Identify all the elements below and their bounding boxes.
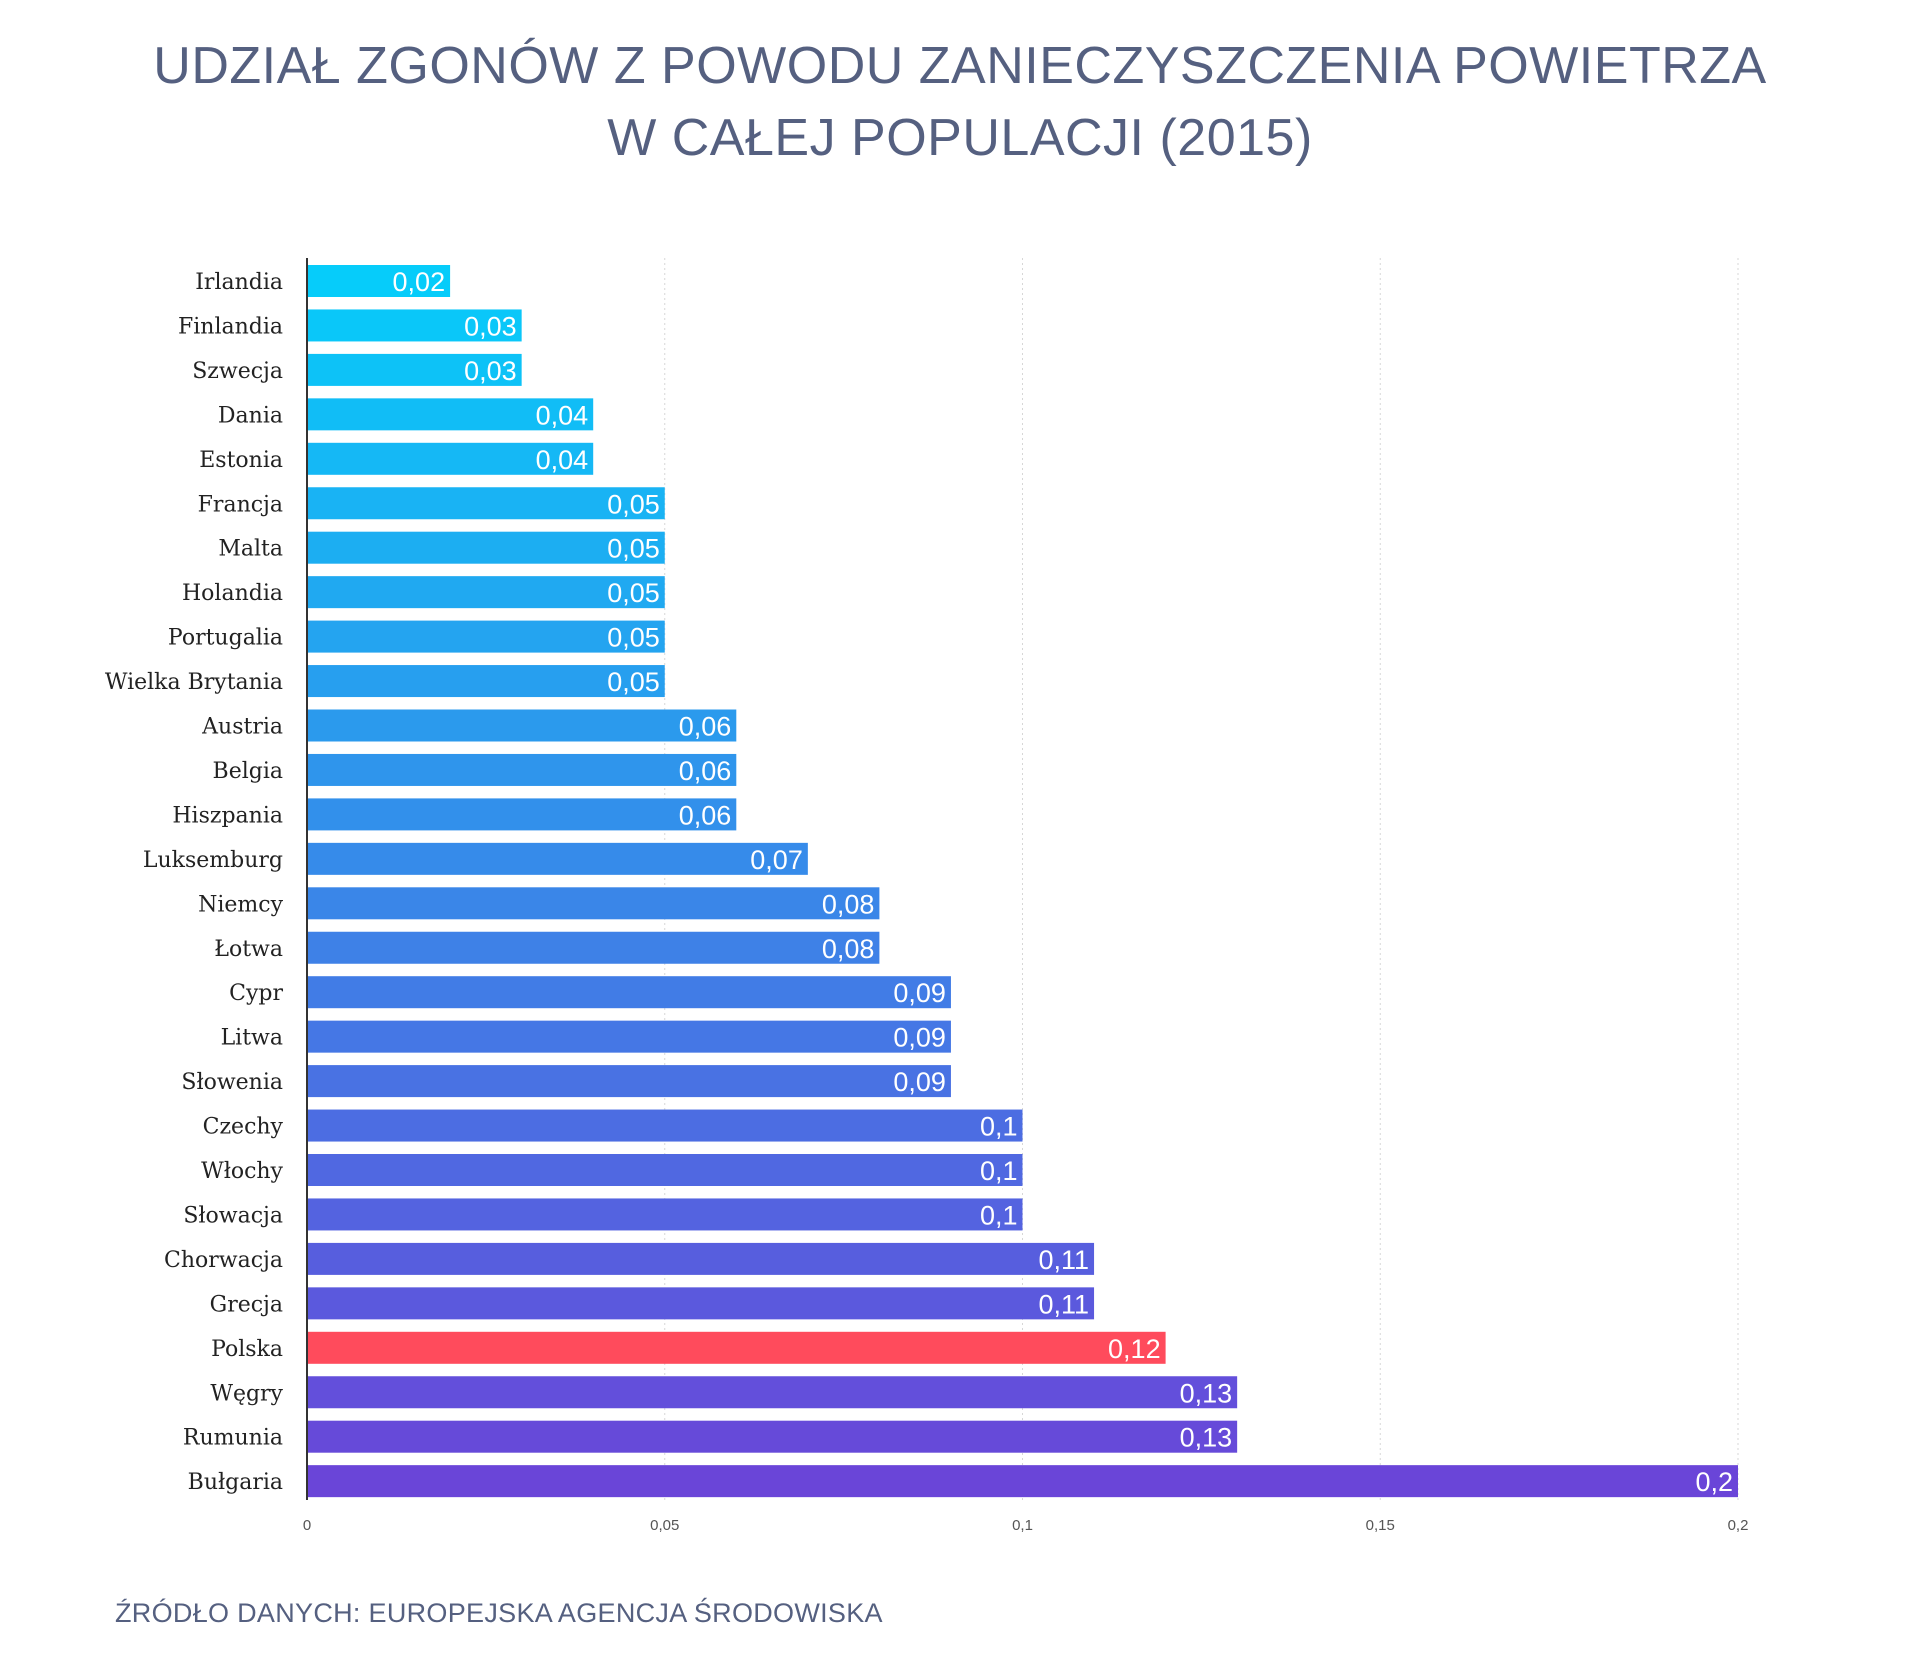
bar xyxy=(308,576,665,609)
value-label: 0,11 xyxy=(1039,1289,1090,1319)
category-label: Estonia xyxy=(199,448,283,473)
value-label: 0,05 xyxy=(607,623,660,653)
category-label: Chorwacja xyxy=(164,1248,283,1273)
category-label: Grecja xyxy=(210,1292,283,1317)
value-label: 0,08 xyxy=(822,889,875,919)
value-label: 0,05 xyxy=(607,578,660,608)
category-label: Litwa xyxy=(221,1026,283,1051)
category-label: Portugalia xyxy=(168,626,283,651)
value-label: 0,06 xyxy=(679,712,732,742)
bar xyxy=(308,1420,1238,1453)
value-label: 0,1 xyxy=(980,1200,1018,1230)
category-label: Dania xyxy=(218,403,283,428)
value-label: 0,13 xyxy=(1180,1423,1233,1453)
bar xyxy=(308,1287,1095,1320)
value-label: 0,07 xyxy=(750,845,803,875)
chart-title-line-1: UDZIAŁ ZGONÓW Z POWODU ZANIECZYSZCZENIA … xyxy=(153,37,1767,95)
value-label: 0,1 xyxy=(980,1156,1018,1186)
value-label: 0,11 xyxy=(1039,1245,1090,1275)
category-label: Francja xyxy=(198,492,283,517)
category-label: Słowenia xyxy=(181,1070,283,1095)
x-tick-label: 0,05 xyxy=(650,1517,679,1534)
category-label: Czechy xyxy=(203,1115,284,1140)
value-label: 0,09 xyxy=(893,978,946,1008)
value-label: 0,09 xyxy=(893,1023,946,1053)
value-label: 0,04 xyxy=(536,400,589,430)
bar xyxy=(308,931,880,964)
bar xyxy=(308,1109,1023,1142)
value-label: 0,09 xyxy=(893,1067,946,1097)
bar xyxy=(308,265,451,297)
category-label: Belgia xyxy=(213,759,283,784)
bar xyxy=(308,842,808,875)
category-label: Niemcy xyxy=(198,892,283,917)
bar xyxy=(308,1376,1238,1409)
value-label: 0,2 xyxy=(1695,1467,1733,1497)
bar xyxy=(308,798,737,831)
bar xyxy=(308,753,737,786)
bar xyxy=(308,1020,951,1053)
category-label: Malta xyxy=(218,537,283,562)
bar xyxy=(308,398,594,431)
category-label: Rumunia xyxy=(183,1426,283,1451)
value-label: 0,05 xyxy=(607,489,660,519)
bar xyxy=(308,442,594,475)
value-label: 0,12 xyxy=(1108,1334,1161,1364)
category-label: Słowacja xyxy=(183,1203,283,1228)
bar xyxy=(308,665,665,698)
category-label: Węgry xyxy=(210,1381,283,1406)
bar xyxy=(308,531,665,564)
value-label: 0,1 xyxy=(980,1112,1018,1142)
category-label: Bułgaria xyxy=(188,1470,283,1495)
category-label: Holandia xyxy=(182,581,283,606)
bar xyxy=(308,487,665,520)
value-label: 0,06 xyxy=(679,756,732,786)
bar xyxy=(308,1154,1023,1186)
bar xyxy=(308,1465,1738,1498)
x-tick-label: 0,2 xyxy=(1728,1517,1749,1534)
bar xyxy=(308,1198,1023,1231)
category-label: Luksemburg xyxy=(143,848,283,873)
data-source-note: ŹRÓDŁO DANYCH: EUROPEJSKA AGENCJA ŚRODOW… xyxy=(115,1598,883,1628)
category-label: Polska xyxy=(211,1337,283,1362)
value-label: 0,03 xyxy=(464,356,517,386)
bar xyxy=(308,976,951,1009)
category-label: Hiszpania xyxy=(172,803,283,828)
bar xyxy=(308,887,880,920)
bar xyxy=(308,309,522,342)
category-label: Łotwa xyxy=(214,937,283,962)
category-label: Finlandia xyxy=(178,314,283,339)
value-label: 0,06 xyxy=(679,800,732,830)
bar xyxy=(308,1331,1166,1364)
category-label: Wielka Brytania xyxy=(105,670,283,695)
value-label: 0,08 xyxy=(822,934,875,964)
x-tick-label: 0,1 xyxy=(1012,1517,1033,1534)
bar xyxy=(308,1242,1095,1275)
category-label: Włochy xyxy=(201,1159,283,1184)
bar xyxy=(308,1065,951,1098)
value-label: 0,05 xyxy=(607,667,660,697)
x-tick-label: 0,15 xyxy=(1366,1517,1395,1534)
category-label: Szwecja xyxy=(192,359,283,384)
bar xyxy=(308,709,737,742)
value-label: 0,05 xyxy=(607,534,660,564)
value-label: 0,13 xyxy=(1180,1378,1233,1408)
category-label: Austria xyxy=(201,715,283,740)
x-tick-label: 0 xyxy=(303,1517,311,1534)
value-label: 0,02 xyxy=(393,267,446,297)
bar xyxy=(308,353,522,386)
value-label: 0,04 xyxy=(536,445,589,475)
chart-title-line-2: W CAŁEJ POPULACJI (2015) xyxy=(607,109,1313,167)
category-label: Irlandia xyxy=(195,270,283,295)
category-label: Cypr xyxy=(229,981,283,1006)
bar xyxy=(308,620,665,653)
value-label: 0,03 xyxy=(464,311,517,341)
